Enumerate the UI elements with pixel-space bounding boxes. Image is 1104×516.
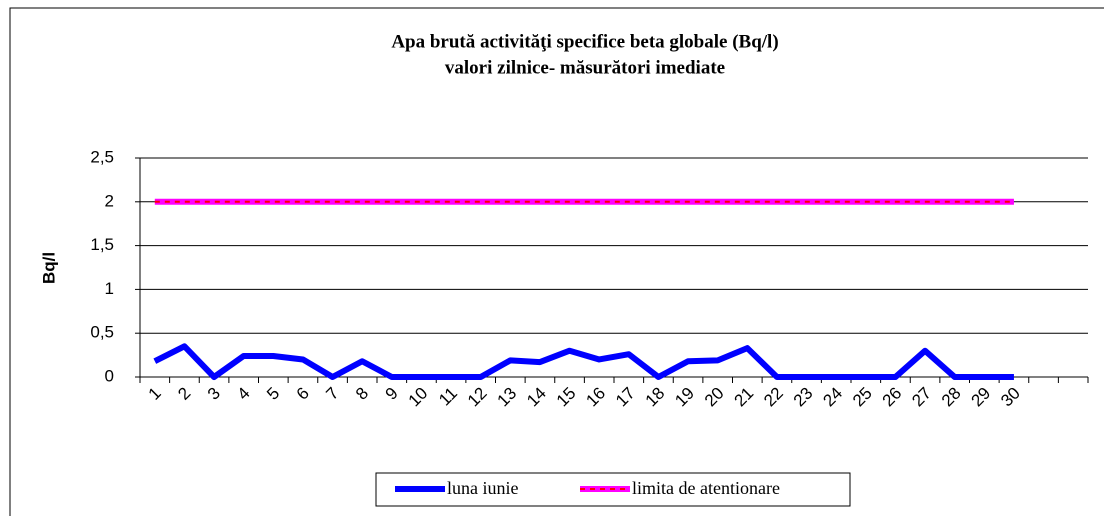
y-tick-label: 1,5 — [90, 235, 114, 254]
chart-subtitle: valori zilnice- măsurători imediate — [445, 57, 725, 78]
series-line — [153, 343, 1014, 380]
y-tick-label: 0 — [105, 366, 114, 385]
legend-label: limita de atentionare — [632, 478, 780, 498]
legend-label: luna iunie — [447, 478, 518, 498]
chart-title: Apa brută activităţi specifice beta glob… — [391, 31, 778, 52]
y-tick-label: 2 — [105, 191, 114, 210]
y-tick-label: 2,5 — [90, 147, 114, 166]
y-tick-label: 1 — [105, 279, 114, 298]
chart-frame — [9, 7, 1104, 516]
y-tick-label: 0,5 — [90, 323, 114, 342]
y-axis-label: Bq/l — [39, 252, 58, 284]
